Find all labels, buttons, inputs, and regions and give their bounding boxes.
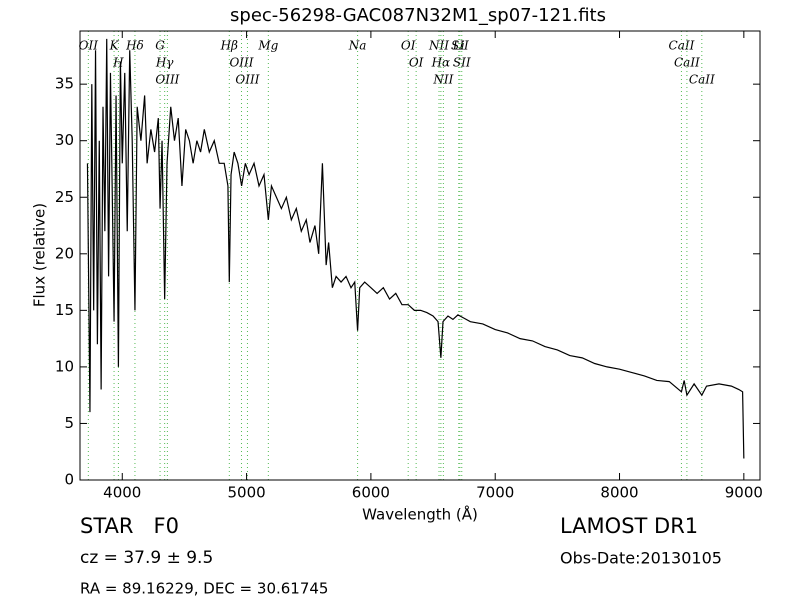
spectral-line-label: H	[112, 56, 124, 70]
spectral-line-label: Hβ	[220, 39, 238, 53]
y-tick-label: 25	[55, 188, 74, 206]
x-tick-label: 9000	[725, 484, 763, 502]
spectral-line-label: OI	[409, 56, 424, 70]
spectral-line-label: OIII	[229, 56, 253, 70]
x-axis-label: Wavelength (Å)	[362, 505, 478, 524]
y-axis-label: Flux (relative)	[31, 203, 49, 307]
spectral-line-label: Hα	[431, 56, 451, 70]
spectral-line-label: CaII	[669, 39, 695, 53]
spectral-line-label: G	[155, 39, 165, 53]
spectral-line-label: K	[109, 39, 120, 53]
y-tick-label: 0	[64, 471, 74, 489]
spectral-line-label: NII	[432, 73, 453, 87]
spectral-line-label: OIII	[235, 73, 259, 87]
survey-label: LAMOST DR1	[560, 514, 698, 538]
spectral-line-label: Na	[348, 39, 367, 53]
spectral-line-label: OI	[401, 39, 416, 53]
y-tick-label: 35	[55, 75, 74, 93]
spectral-line-label: SII	[451, 39, 469, 53]
x-tick-label: 4000	[103, 484, 141, 502]
chart-title: spec-56298-GAC087N32M1_sp07-121.fits	[230, 5, 606, 26]
spectral-line-label: OIII	[155, 73, 179, 87]
spectral-line-label: Mg	[257, 39, 278, 53]
cz-label: cz = 37.9 ± 9.5	[80, 548, 213, 568]
obs-date-label: Obs-Date:20130105	[560, 549, 722, 568]
x-tick-label: 5000	[227, 484, 265, 502]
y-tick-label: 15	[55, 301, 74, 319]
plot-frame	[79, 30, 761, 481]
coords-label: RA = 89.16229, DEC = 30.61745	[80, 580, 328, 598]
spectral-line-label: Hγ	[155, 56, 174, 70]
spectral-line-label: NII	[428, 39, 449, 53]
spectral-line-label: SII	[453, 56, 471, 70]
x-tick-label: 6000	[352, 484, 390, 502]
spectral-line-label: CaII	[674, 56, 700, 70]
class-label: STAR F0	[80, 514, 179, 538]
spectral-line-label: CaII	[689, 73, 715, 87]
x-tick-label: 8000	[600, 484, 638, 502]
y-tick-label: 20	[55, 244, 74, 262]
spectral-line-label: Li	[452, 39, 465, 53]
x-tick-label: 7000	[476, 484, 514, 502]
y-tick-label: 30	[55, 131, 74, 149]
spectrum-line	[86, 38, 745, 459]
y-tick-label: 10	[55, 357, 74, 375]
y-tick-label: 5	[64, 414, 74, 432]
spectral-line-label: Hδ	[125, 39, 144, 53]
spectral-line-label: OII	[79, 39, 99, 53]
